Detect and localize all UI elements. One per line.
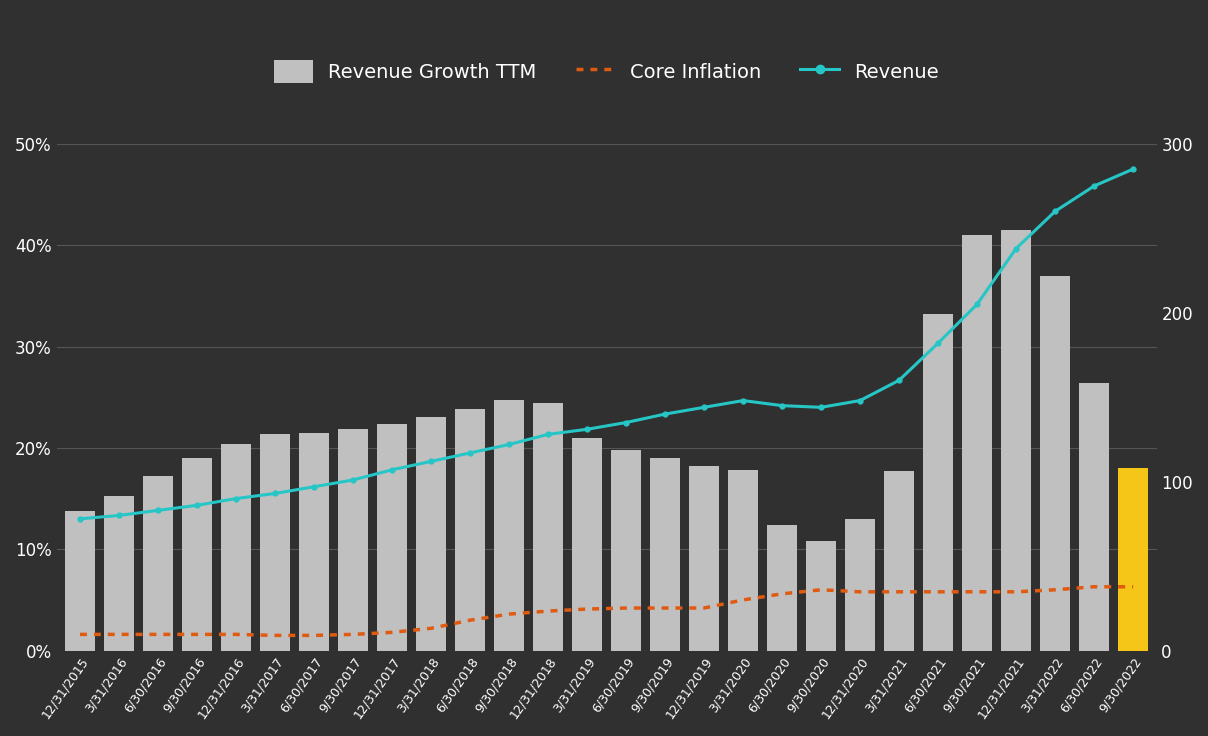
Bar <box>338 428 368 651</box>
Bar <box>260 434 290 651</box>
Bar <box>571 438 603 651</box>
Bar <box>767 525 797 651</box>
Bar <box>1001 230 1032 651</box>
Bar <box>143 476 173 651</box>
Bar <box>962 235 992 651</box>
Bar <box>1117 468 1149 651</box>
Bar <box>455 409 486 651</box>
Bar <box>221 444 251 651</box>
Bar <box>416 417 446 651</box>
Bar <box>923 314 953 651</box>
Bar <box>728 470 759 651</box>
Bar <box>844 519 876 651</box>
Bar <box>182 458 213 651</box>
Legend: Revenue Growth TTM, Core Inflation, Revenue: Revenue Growth TTM, Core Inflation, Reve… <box>266 53 947 91</box>
Bar <box>298 433 330 651</box>
Bar <box>533 403 563 651</box>
Bar <box>806 541 836 651</box>
Bar <box>1040 275 1070 651</box>
Bar <box>689 466 719 651</box>
Bar <box>650 458 680 651</box>
Bar <box>611 450 641 651</box>
Bar <box>65 511 95 651</box>
Bar <box>884 471 914 651</box>
Bar <box>1079 383 1109 651</box>
Bar <box>494 400 524 651</box>
Bar <box>377 423 407 651</box>
Bar <box>104 495 134 651</box>
